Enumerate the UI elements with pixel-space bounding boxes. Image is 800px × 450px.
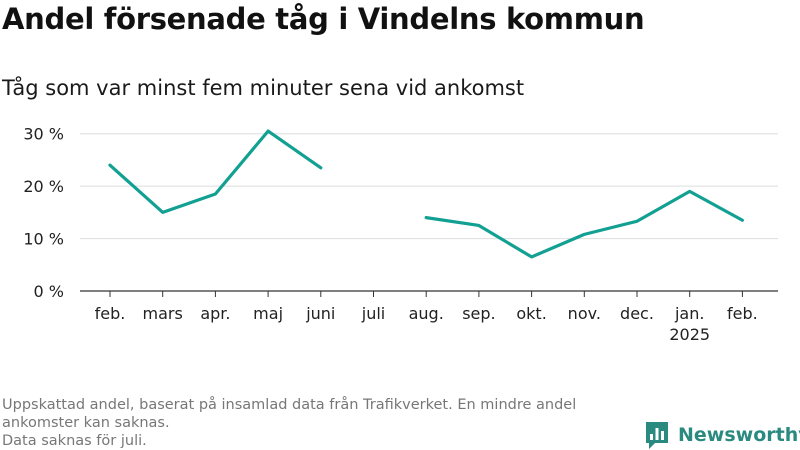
series-line <box>108 129 323 214</box>
y-tick-label: 30 % <box>23 125 64 144</box>
x-tick-label: dec. <box>620 304 654 323</box>
x-tick-label: nov. <box>568 304 601 323</box>
x-tick-label: juli <box>361 304 385 323</box>
x-tick-label: apr. <box>200 304 230 323</box>
y-tick-label: 10 % <box>23 230 64 249</box>
footnote-line-missing: Data saknas för juli. <box>2 433 147 449</box>
brand-logo: Newsworthy <box>644 420 800 450</box>
chart-subtitle: Tåg som var minst fem minuter sena vid a… <box>2 76 525 100</box>
footnote-line-source: Uppskattad andel, baserat på insamlad da… <box>2 397 577 431</box>
x-tick-label: aug. <box>409 304 444 323</box>
series-line <box>424 189 745 259</box>
x-tick-label: feb. <box>727 304 758 323</box>
x-tick-label: sep. <box>462 304 495 323</box>
x-tick-label: jan. <box>674 304 704 323</box>
x-tick-label: juni <box>305 304 335 323</box>
y-tick-label: 0 % <box>34 282 64 301</box>
x-tick-label: mars <box>143 304 183 323</box>
line-chart: 0 % 10 % 20 % 30 % feb. mars apr. maj juni juli au… <box>23 125 778 344</box>
bar-chart-speech-bubble-icon <box>646 422 668 449</box>
x-tick-label: maj <box>253 304 283 323</box>
x-year-label: 2025 <box>669 325 710 344</box>
footnote: Uppskattad andel, baserat på insamlad da… <box>2 396 642 450</box>
brand-name: Newsworthy <box>678 424 800 446</box>
chart-title: Andel försenade tåg i Vindelns kommun <box>2 2 645 36</box>
x-tick-label: feb. <box>95 304 126 323</box>
x-tick-label: okt. <box>516 304 546 323</box>
y-tick-label: 20 % <box>23 177 64 196</box>
